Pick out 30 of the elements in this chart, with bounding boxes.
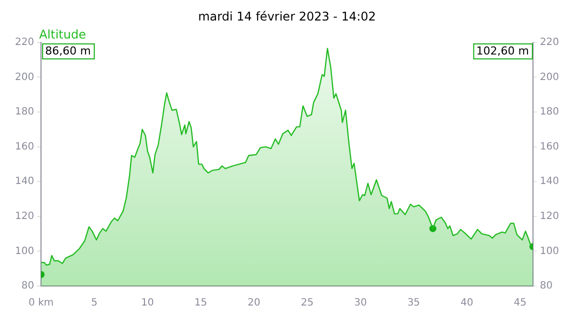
y2-tick-label: 120 <box>540 210 560 222</box>
y2-tick-label: 200 <box>540 72 560 83</box>
y-tick-label: 220 <box>14 36 34 48</box>
x-tick-label: 15 <box>194 298 208 309</box>
annotation: 86,60 m <box>45 44 91 58</box>
x-tick-label: 10 <box>141 298 154 309</box>
y2-tick-label: 140 <box>540 176 560 188</box>
y-tick-label: 160 <box>14 141 34 152</box>
y-tick-label: 100 <box>14 246 34 257</box>
y2-tick-label: 160 <box>540 141 560 152</box>
x-tick-label: 35 <box>407 298 420 309</box>
y-tick-label: 80 <box>21 280 34 292</box>
x-tick-label: 30 <box>354 298 367 309</box>
x-tick-label: 0 km <box>28 298 54 309</box>
y-tick-label: 200 <box>14 72 34 83</box>
x-tick-label: 5 <box>91 298 98 309</box>
y-tick-label: 180 <box>14 106 34 118</box>
y2-tick-label: 220 <box>540 36 560 48</box>
x-tick-label: 40 <box>460 298 474 309</box>
x-tick-label: 25 <box>300 298 314 309</box>
y-axis-title: Altitude <box>39 28 86 42</box>
annotation: 102,60 m <box>476 44 529 58</box>
y2-tick-label: 80 <box>540 280 553 292</box>
x-tick-label: 20 <box>248 298 260 309</box>
y2-tick-label: 100 <box>540 246 560 257</box>
chart-title: mardi 14 février 2023 - 14:02 <box>198 9 376 24</box>
x-tick-label: 45 <box>514 298 527 309</box>
y-tick-label: 120 <box>14 210 34 222</box>
y2-tick-label: 180 <box>540 106 560 118</box>
y-tick-label: 140 <box>14 176 34 188</box>
